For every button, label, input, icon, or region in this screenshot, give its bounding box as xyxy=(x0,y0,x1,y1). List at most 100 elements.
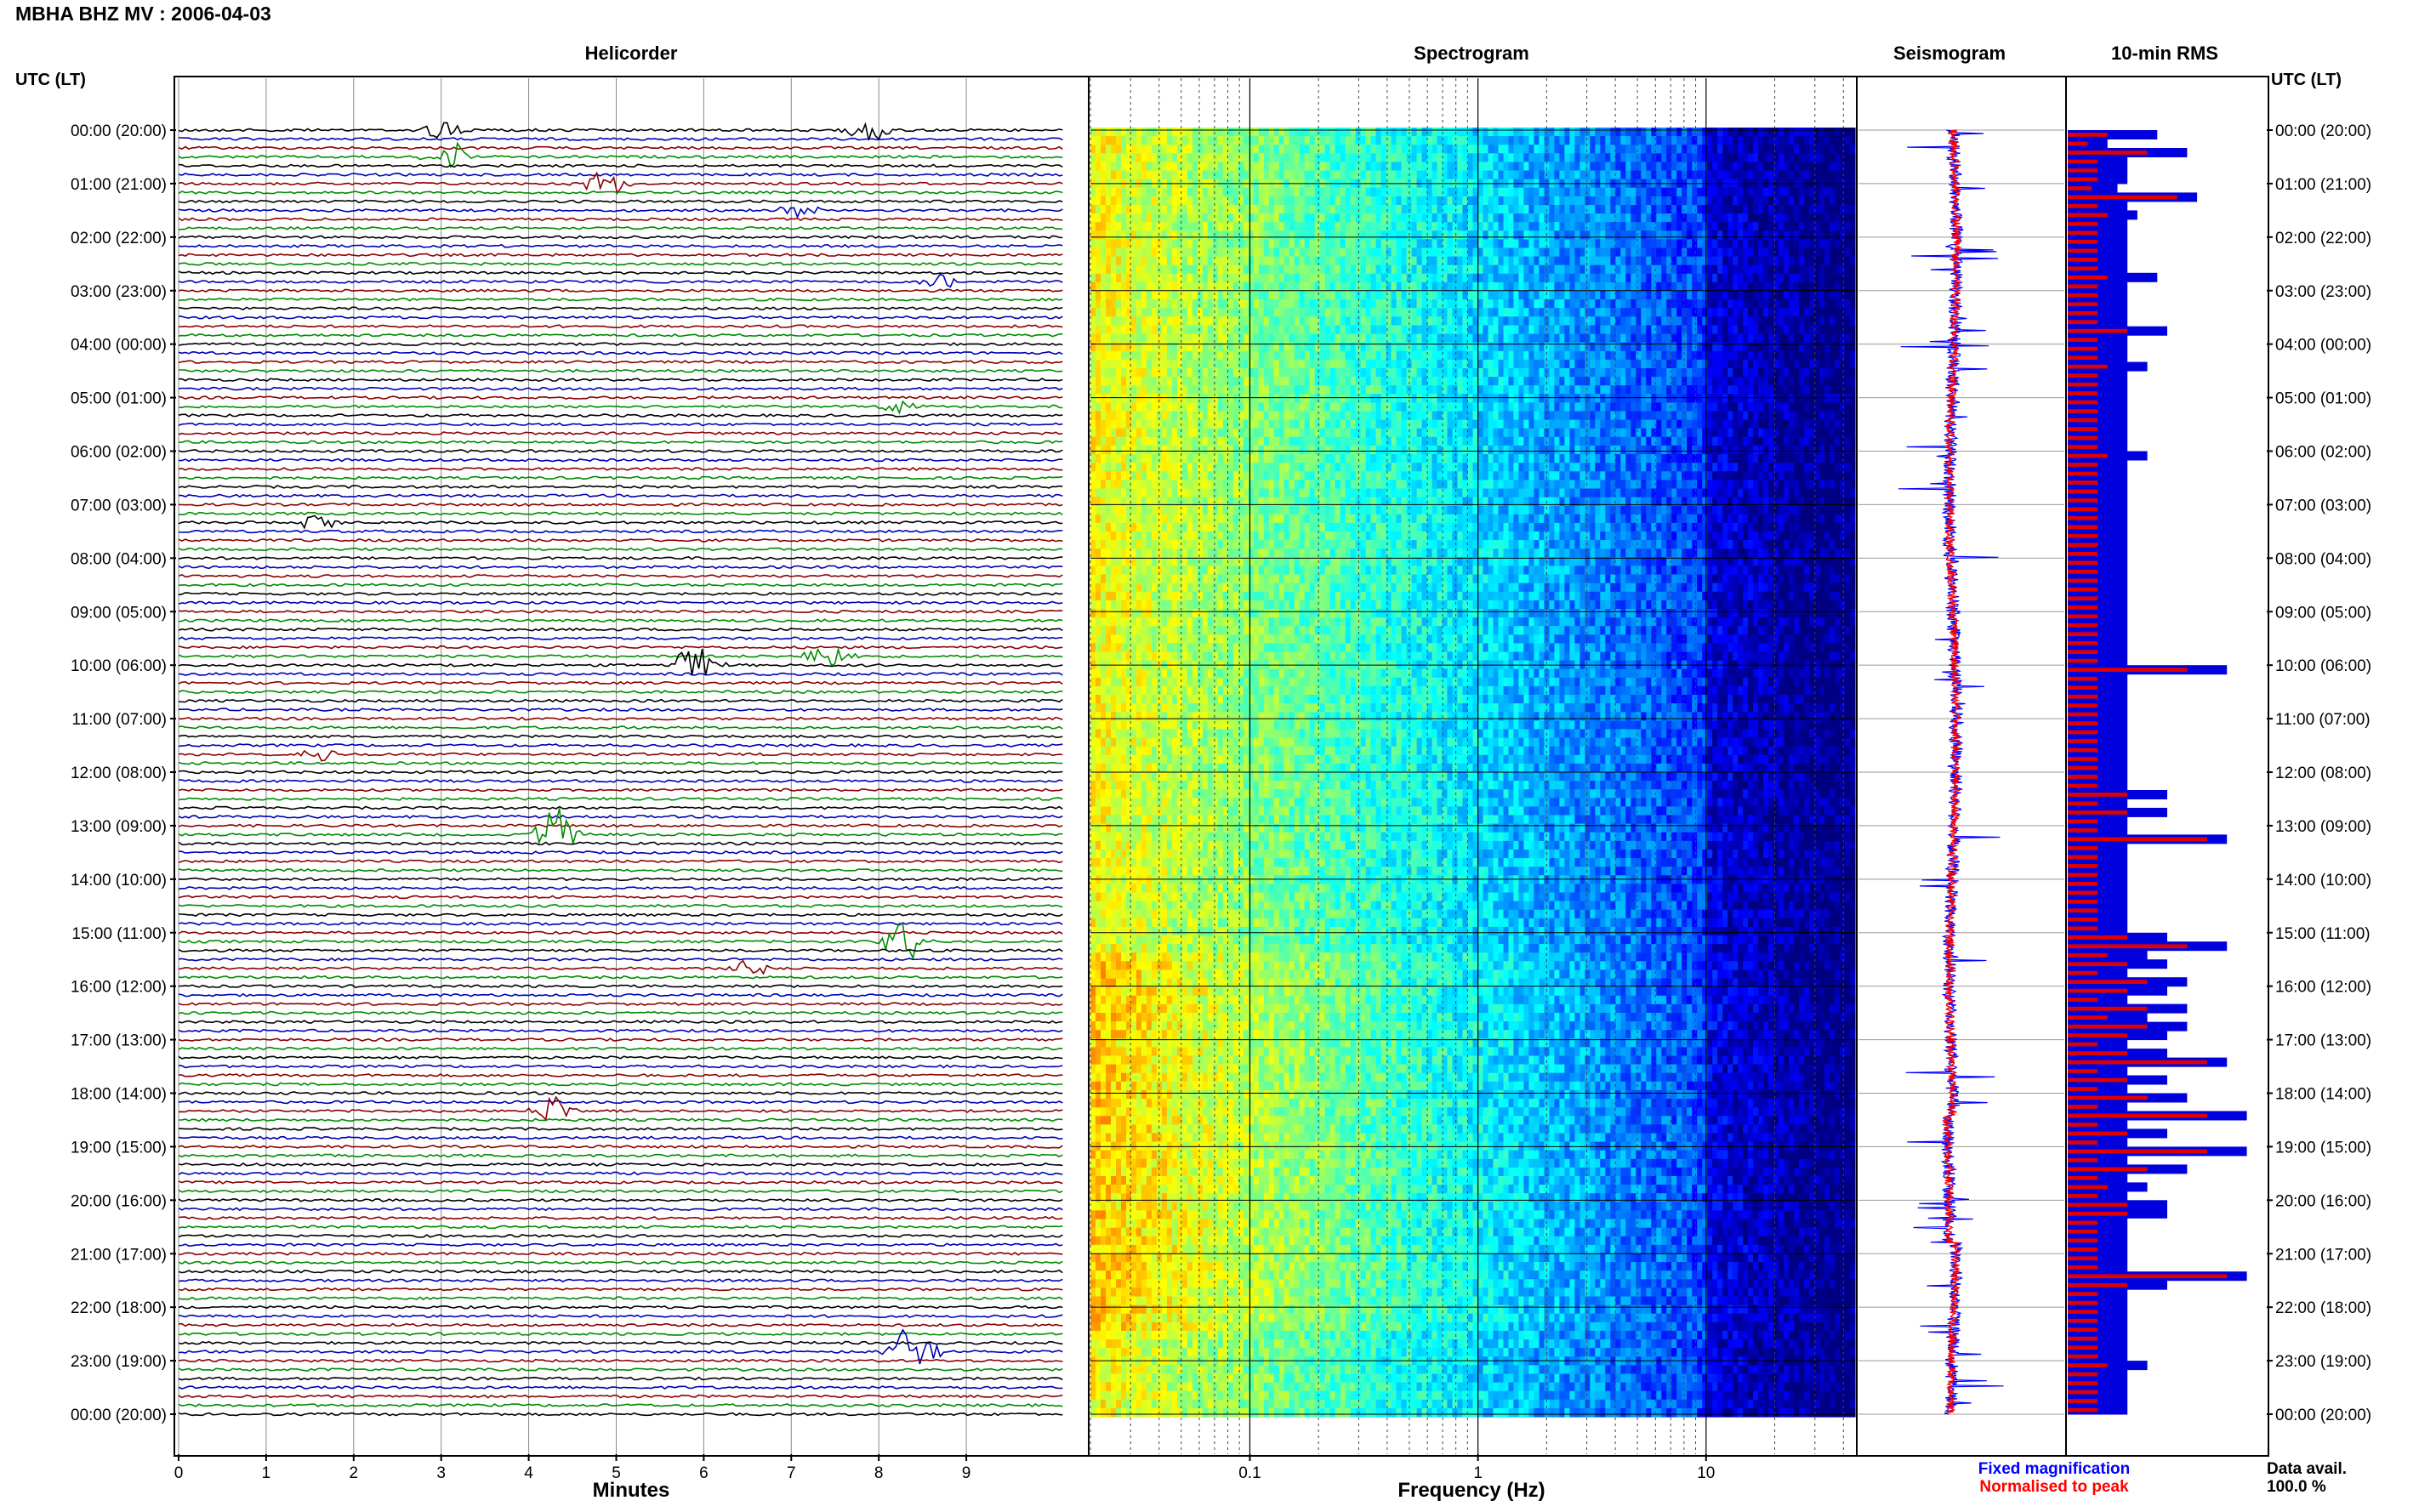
spectrogram-cell xyxy=(1278,205,1285,214)
spectrogram-cell xyxy=(1585,153,1591,162)
spectrogram-cell xyxy=(1789,368,1795,378)
spectrogram-cell xyxy=(1116,256,1122,266)
spectrogram-cell xyxy=(1528,170,1534,180)
spectrogram-cell xyxy=(1289,128,1295,137)
helicorder-trace xyxy=(178,1367,1063,1372)
spectrogram-cell xyxy=(1809,299,1815,309)
spectrogram-cell xyxy=(1141,316,1147,326)
spectrogram-cell xyxy=(1181,145,1188,154)
spectrogram-cell xyxy=(1253,153,1260,162)
spectrogram-cell xyxy=(1472,187,1479,197)
spectrogram-cell xyxy=(1799,394,1805,403)
spectrogram-cell xyxy=(1682,196,1688,206)
spectrogram-cell xyxy=(1661,273,1667,283)
spectrogram-cell xyxy=(1799,222,1805,231)
spectrogram-cell xyxy=(1620,325,1626,335)
spectrogram-cell xyxy=(1809,187,1815,197)
spectrogram-cell xyxy=(1421,239,1428,249)
spectrogram-cell xyxy=(1743,196,1749,206)
spectrogram-cell xyxy=(1722,394,1728,403)
spectrogram-cell xyxy=(1646,230,1652,240)
spectrogram-cell xyxy=(1676,153,1682,162)
spectrogram-cell xyxy=(1350,162,1357,172)
spectrogram-cell xyxy=(1579,316,1585,326)
spectrogram-cell xyxy=(1656,273,1662,283)
spectrogram-cell xyxy=(1452,128,1459,137)
spectrogram-cell xyxy=(1386,230,1392,240)
spectrogram-cell xyxy=(1779,333,1784,344)
spectrogram-cell xyxy=(1493,377,1500,386)
spectrogram-cell xyxy=(1340,162,1346,172)
spectrogram-cell xyxy=(1421,368,1428,378)
spectrogram-cell xyxy=(1656,333,1662,344)
spectrogram-cell xyxy=(1636,368,1642,378)
spectrogram-cell xyxy=(1248,128,1255,137)
spectrogram-cell xyxy=(1467,170,1474,180)
spectrogram-cell xyxy=(1523,247,1529,258)
spectrogram-cell xyxy=(1238,350,1244,361)
spectrogram-cell xyxy=(1130,136,1137,145)
spectrogram-cell xyxy=(1156,196,1163,206)
spectrogram-cell xyxy=(1151,342,1158,352)
spectrogram-cell xyxy=(1335,153,1341,162)
spectrogram-cell xyxy=(1263,377,1270,386)
spectrogram-cell xyxy=(1232,316,1239,326)
spectrogram-cell xyxy=(1631,359,1636,369)
spectrogram-cell xyxy=(1176,264,1183,275)
spectrogram-cell xyxy=(1345,299,1352,309)
spectrogram-cell xyxy=(1447,196,1454,206)
spectrogram-cell xyxy=(1355,162,1362,172)
spectrogram-cell xyxy=(1835,162,1841,172)
spectrogram-cell xyxy=(1111,350,1117,361)
spectrogram-cell xyxy=(1508,368,1515,378)
spectrogram-cell xyxy=(1192,350,1198,361)
spectrogram-cell xyxy=(1447,385,1454,395)
spectrogram-cell xyxy=(1207,196,1214,206)
spectrogram-cell xyxy=(1687,368,1693,378)
spectrogram-cell xyxy=(1314,153,1321,162)
spectrogram-cell xyxy=(1181,187,1188,197)
spectrogram-cell xyxy=(1111,325,1117,335)
spectrogram-cell xyxy=(1268,342,1275,352)
spectrogram-cell xyxy=(1309,281,1316,292)
spectrogram-cell xyxy=(1273,196,1280,206)
spectrogram-cell xyxy=(1289,316,1295,326)
spectrogram-cell xyxy=(1615,136,1621,145)
spectrogram-cell xyxy=(1789,247,1795,258)
spectrogram-cell xyxy=(1534,196,1540,206)
spectrogram-cell xyxy=(1564,333,1570,344)
spectrogram-cell xyxy=(1136,342,1142,352)
spectrogram-cell xyxy=(1554,359,1560,369)
spectrogram-cell xyxy=(1620,299,1626,309)
spectrogram-cell xyxy=(1426,264,1433,275)
spectrogram-cell xyxy=(1299,281,1306,292)
spectrogram-cell xyxy=(1717,394,1723,403)
spectrogram-cell xyxy=(1651,264,1657,275)
spectrogram-cell xyxy=(1697,247,1703,258)
spectrogram-cell xyxy=(1646,213,1652,223)
spectrogram-cell xyxy=(1498,222,1505,231)
spectrogram-cell xyxy=(1217,273,1224,283)
spectrogram-cell xyxy=(1101,196,1107,206)
spectrogram-cell xyxy=(1345,213,1352,223)
spectrogram-cell xyxy=(1166,205,1173,214)
spectrogram-cell xyxy=(1666,187,1672,197)
spectrogram-cell xyxy=(1712,273,1718,283)
spectrogram-cell xyxy=(1830,145,1836,154)
spectrogram-cell xyxy=(1845,281,1851,292)
spectrogram-cell xyxy=(1605,350,1611,361)
spectrogram-cell xyxy=(1202,239,1209,249)
spectrogram-cell xyxy=(1738,299,1744,309)
spectrogram-cell xyxy=(1437,256,1443,266)
spectrogram-cell xyxy=(1824,350,1830,361)
spectrogram-cell xyxy=(1386,128,1392,137)
spectrogram-cell xyxy=(1304,377,1311,386)
spectrogram-cell xyxy=(1130,359,1137,369)
spectrogram-cell xyxy=(1136,333,1142,344)
spectrogram-cell xyxy=(1457,145,1464,154)
spectrogram-cell xyxy=(1212,308,1219,317)
spectrogram-cell xyxy=(1238,256,1244,266)
spectrogram-cell xyxy=(1096,264,1101,275)
spectrogram-cell xyxy=(1779,368,1784,378)
spectrogram-cell xyxy=(1222,281,1229,292)
